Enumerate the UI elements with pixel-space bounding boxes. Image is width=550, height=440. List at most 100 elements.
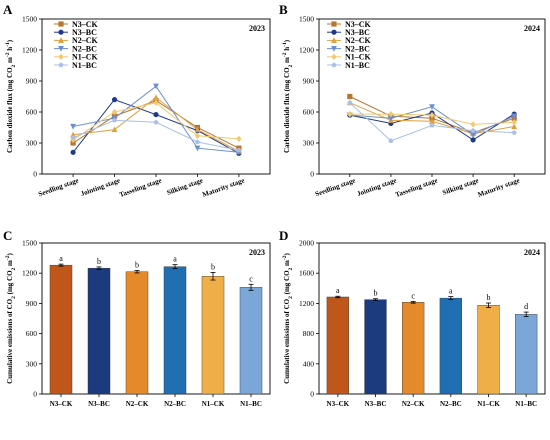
series-N2–BC	[70, 83, 242, 156]
y-axis-label: Carbon dioxide flux (mg CO2 m-2 h-1)	[5, 39, 17, 153]
y-axis-label: Carbon dioxide flux (mg CO2 m-2 h-1)	[282, 39, 294, 153]
y-axis-label-part: -2	[5, 52, 11, 57]
y-tick-label: 1200	[299, 299, 314, 308]
y-axis-label-part: (mg CO	[283, 270, 291, 296]
x-tick-label: N3–CK	[327, 400, 350, 408]
x-tick-label: N1–CK	[202, 400, 225, 408]
bar	[163, 266, 187, 395]
bar	[87, 267, 111, 395]
marker-triangle-down	[70, 123, 76, 130]
marker-pentagon	[429, 122, 435, 128]
y-axis-label-part: m	[6, 57, 14, 65]
marker-triangle	[331, 37, 337, 43]
bar	[326, 296, 349, 395]
x-tick-label: Seedling stage	[37, 176, 79, 198]
y-axis-label-part: h	[6, 47, 14, 53]
plot-frame	[41, 242, 271, 395]
y-tick-label: 1200	[22, 269, 37, 278]
y-axis-label-part: -1	[5, 42, 11, 47]
marker-circle	[470, 137, 476, 143]
legend-entry: N3–CK	[72, 20, 99, 29]
marker-pentagon	[195, 139, 200, 145]
x-tick-label: Jointing stage	[80, 176, 122, 198]
marker-pentagon	[70, 135, 76, 140]
legend-entry: N2–CK	[72, 36, 99, 45]
bar	[439, 297, 462, 395]
marker-circle	[153, 111, 159, 118]
x-tick-label: N1–CK	[477, 400, 500, 408]
y-axis-label-part: -1	[282, 42, 288, 47]
marker-square	[331, 21, 337, 27]
panel-letter-C: C	[3, 228, 12, 243]
significance-letter: a	[336, 286, 340, 295]
series-N1–CK	[347, 110, 517, 128]
bar	[125, 271, 149, 395]
marker-diamond	[111, 108, 118, 116]
y-axis-label-part: 2	[11, 296, 17, 299]
significance-letter: b	[135, 260, 139, 269]
marker-circle	[58, 29, 64, 35]
significance-letter: a	[173, 255, 177, 264]
bar	[402, 302, 425, 395]
year-label: 2023	[249, 24, 265, 33]
marker-pentagon	[331, 62, 337, 68]
marker-diamond	[58, 53, 64, 60]
marker-pentagon	[511, 130, 517, 135]
y-axis-label-part: 2	[288, 64, 294, 67]
marker-triangle-down	[153, 83, 159, 90]
marker-triangle	[111, 126, 118, 133]
x-tick-label: Silking stage	[166, 176, 204, 196]
bar	[201, 276, 225, 395]
marker-triangle	[429, 118, 435, 124]
y-axis-label-part: m	[283, 260, 291, 268]
y-tick-label: 600	[26, 329, 38, 338]
legend-entry: N1–BC	[72, 61, 97, 70]
marker-diamond	[331, 53, 337, 60]
marker-diamond	[470, 121, 476, 128]
y-axis-label-part: -2	[282, 52, 288, 57]
x-tick-label: N2–CK	[126, 400, 149, 408]
significance-letter: b	[211, 262, 215, 271]
series-N1–BC	[347, 100, 517, 143]
marker-triangle	[153, 94, 159, 101]
bar-chart-D: 0 400 800 1200 1600 2000 Cumulative emissions …	[282, 239, 546, 408]
marker-pentagon	[153, 119, 159, 125]
bar	[364, 299, 387, 395]
marker-diamond	[388, 110, 394, 118]
significance-letter: a	[59, 254, 63, 263]
y-axis-label-part: )	[283, 39, 291, 42]
y-tick-label: 1500	[22, 15, 37, 24]
significance-letter: b	[487, 293, 491, 302]
y-axis-label-part: 2	[11, 64, 17, 67]
panel-letter-D: D	[279, 228, 288, 243]
legend-entry: N3–CK	[345, 20, 372, 29]
y-axis-label-part: -2	[282, 255, 288, 260]
y-tick-label: 300	[26, 359, 38, 368]
marker-triangle-down	[194, 145, 201, 152]
panel-letter-A: A	[3, 2, 13, 17]
marker-triangle	[194, 126, 201, 133]
marker-triangle-down	[331, 46, 337, 52]
significance-letter: c	[249, 274, 253, 283]
x-tick-label: Silking stage	[441, 176, 479, 196]
bar	[49, 264, 73, 395]
plot-frame	[318, 242, 546, 395]
x-tick-label: N2–BC	[440, 400, 462, 408]
series-N2–BC	[346, 104, 518, 138]
x-tick-label: N3–BC	[88, 400, 110, 408]
x-tick-label: N2–CK	[402, 400, 425, 408]
x-tick-label: N1–BC	[240, 400, 262, 408]
y-tick-label: 800	[303, 329, 315, 338]
marker-diamond	[153, 99, 159, 106]
y-tick-label: 2000	[299, 239, 314, 248]
legend-entry: N3–BC	[72, 28, 97, 37]
x-tick-label: Jointing stage	[356, 176, 398, 198]
series-N1–BC	[70, 117, 242, 153]
marker-pentagon	[388, 138, 394, 143]
bar	[239, 287, 263, 395]
marker-circle	[111, 97, 118, 103]
significance-letter: d	[524, 302, 528, 311]
y-tick-label: 900	[26, 77, 38, 86]
